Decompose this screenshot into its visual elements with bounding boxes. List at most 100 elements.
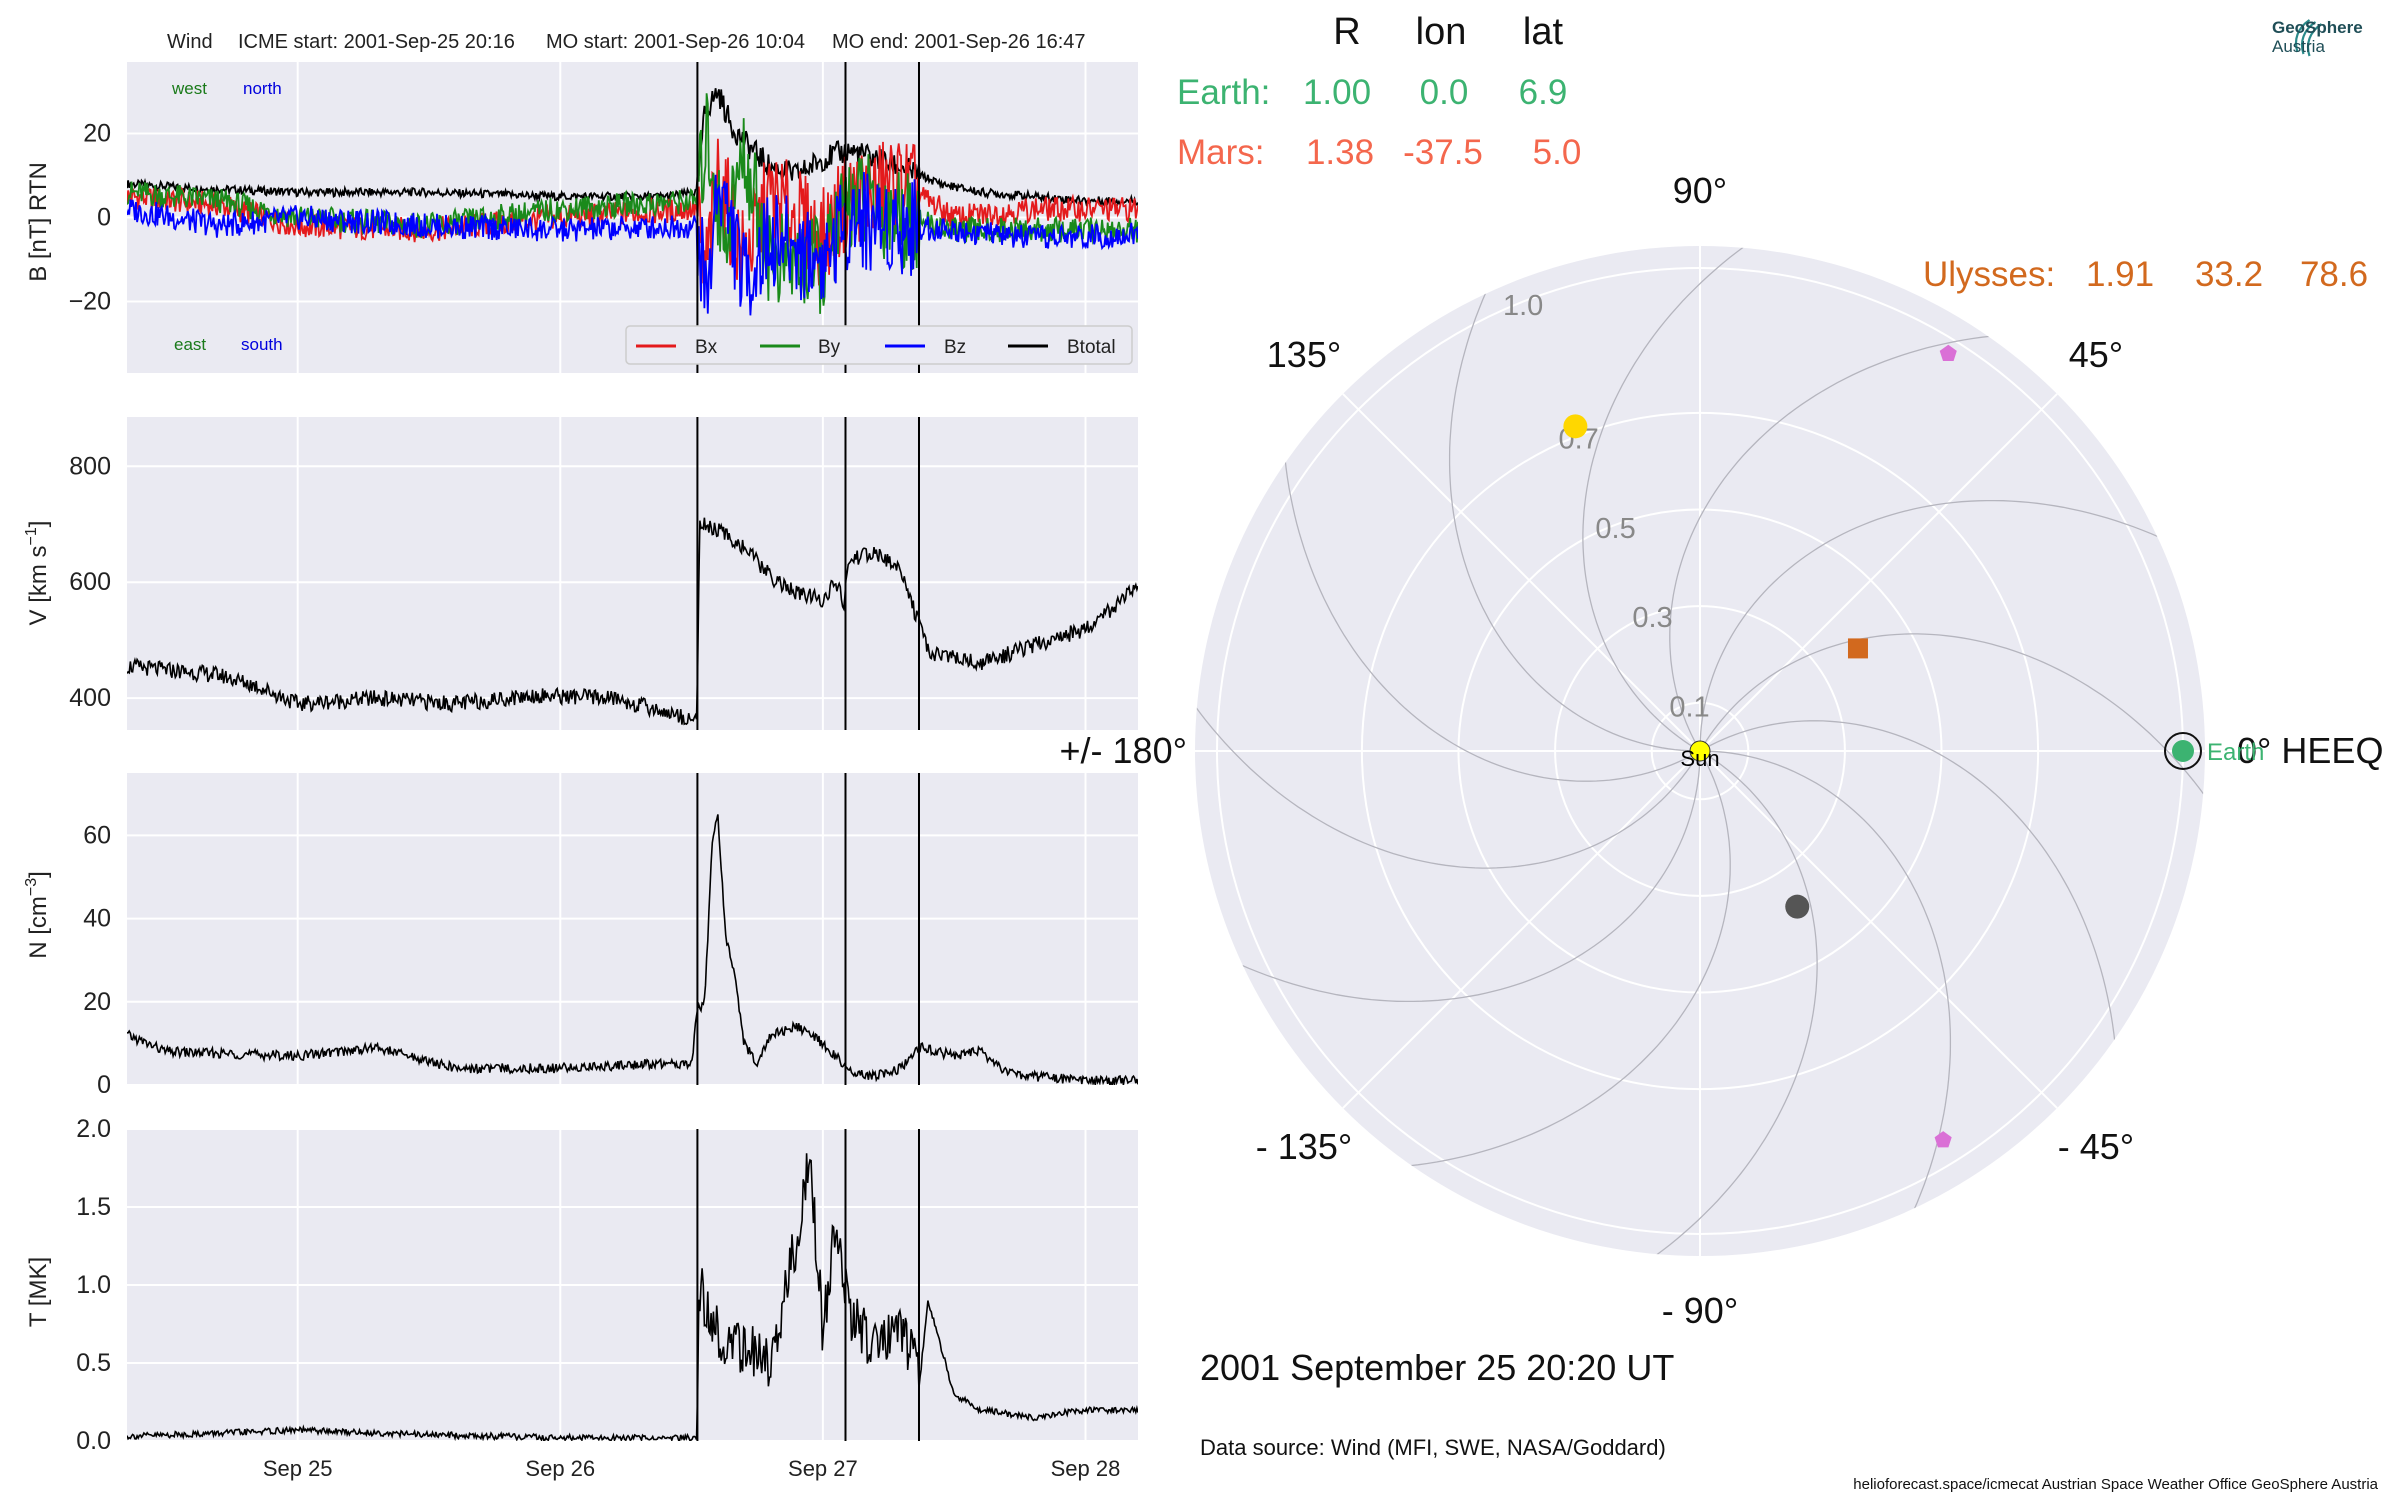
xtick-label: Sep 25: [263, 1456, 333, 1481]
polar-point-magenta-pentagon-2: [1934, 1131, 1952, 1148]
polar-rtick-label: 1.0: [1503, 290, 1543, 322]
polar-angle-grid: [1699, 750, 2058, 1109]
ulysses-row-lat: 78.6: [2300, 255, 2368, 294]
polar-point-sun: [1689, 740, 1711, 762]
ts-title-icme: ICME start: 2001-Sep-25 20:16: [238, 31, 515, 53]
panel-V-background: [127, 417, 1138, 730]
panel-V-ytick-label: 800: [69, 452, 111, 480]
panel-T-ytick-label: 1.0: [76, 1271, 111, 1299]
polar-point-mars: [1563, 414, 1588, 439]
polar-rtick-label: 0.5: [1595, 513, 1635, 545]
label-north: north: [243, 79, 282, 98]
ts-title-spacecraft: Wind: [167, 31, 213, 53]
polar-point-magenta-pentagon-1: [1939, 344, 1957, 361]
v-ylabel: V [km s−1]: [23, 521, 52, 626]
logo-line1: GeoSphere: [2272, 18, 2363, 37]
polar-rtick-label: 0.1: [1669, 691, 1709, 723]
parker-spiral: [1699, 633, 2205, 797]
legend-label-bx: Bx: [695, 337, 718, 358]
panel-N-background: [127, 773, 1138, 1085]
panel-B-ytick-label: −20: [69, 288, 111, 316]
polar-point-earth: [2172, 740, 2194, 762]
data-source-text: Data source: Wind (MFI, SWE, NASA/Goddar…: [1200, 1435, 1666, 1460]
earth-row-lat: 6.9: [1519, 73, 1568, 112]
parker-spiral: [1669, 335, 1992, 752]
ulysses-row-name: Ulysses:: [1923, 255, 2055, 294]
polar-point-ulysses: [1847, 638, 1868, 659]
legend-frame: [625, 325, 1133, 365]
polar-point-earth-ring: [2164, 732, 2202, 770]
series-B-By: [127, 93, 1138, 314]
panel-B-ytick-label: 20: [83, 119, 111, 147]
series-B-Bz: [127, 171, 1138, 316]
polar-angle-label: +/- 180°: [1060, 730, 1187, 771]
b-legend: Bx By Bz Btotal: [625, 325, 1133, 365]
timeseries-panels: 20 0 −20 800 600 400 60 40 20 0 2.0 1.5 1.0 0.5 0.0 Sep…: [69, 62, 1138, 1481]
polar-point-earth-label: Earth: [2207, 739, 2264, 766]
parker-spiral: [1408, 750, 1731, 1167]
ulysses-row-r: 1.91: [2086, 255, 2154, 294]
polar-rtick-label: 0.3: [1632, 602, 1672, 634]
series-V-V: [127, 517, 1138, 726]
parker-spiral: [1195, 705, 1701, 869]
series-N-N: [127, 814, 1138, 1085]
xtick-label: Sep 28: [1051, 1456, 1121, 1481]
b-ylabel: B [nT] RTN: [25, 162, 52, 282]
label-south: south: [241, 335, 283, 354]
polar-point-grey-body: [1785, 894, 1810, 919]
legend-label-bz: Bz: [944, 337, 966, 358]
panel-T-ytick-label: 0.5: [76, 1349, 111, 1377]
panel-N-ytick-label: 60: [83, 821, 111, 849]
parker-spiral: [1699, 750, 1952, 1212]
xtick-label: Sep 26: [525, 1456, 595, 1481]
legend-label-by: By: [818, 337, 841, 358]
series-T-T: [127, 1153, 1138, 1441]
polar-angle-label: - 45°: [2058, 1126, 2134, 1167]
panel-N-ytick-label: 40: [83, 905, 111, 933]
date-text: 2001 September 25 20:20 UT: [1200, 1347, 1674, 1388]
mars-row-name: Mars:: [1177, 133, 1265, 172]
parker-spiral: [1239, 750, 1701, 1003]
panel-V-ytick-label: 400: [69, 684, 111, 712]
polar-angle-label: - 90°: [1662, 1290, 1738, 1331]
legend-label-btotal: Btotal: [1067, 337, 1116, 358]
earth-row-name: Earth:: [1177, 73, 1270, 112]
logo-line2: Austria: [2272, 37, 2325, 56]
table-header-lat: lat: [1523, 11, 1564, 53]
panel-T-ytick-label: 1.5: [76, 1193, 111, 1221]
ts-title-mo-start: MO start: 2001-Sep-26 10:04: [546, 31, 805, 53]
xtick-label: Sep 27: [788, 1456, 858, 1481]
polar-angle-label: 0° HEEQ: [2237, 730, 2383, 771]
table-header-r: R: [1333, 11, 1360, 53]
mars-row-r: 1.38: [1306, 133, 1374, 172]
panel-T-ytick-label: 0.0: [76, 1427, 111, 1455]
panel-N-ytick-label: 0: [97, 1071, 111, 1099]
polar-angle-grid: [1342, 393, 1701, 752]
polar-angle-grid: [1699, 393, 2058, 752]
panel-N-ytick-label: 20: [83, 988, 111, 1016]
label-west: west: [171, 79, 207, 98]
parker-spiral: [1699, 499, 2161, 752]
footer-credits: helioforecast.space/icmecat Austrian Spa…: [1853, 1476, 2378, 1493]
polar-angle-label: 90°: [1673, 170, 1727, 211]
t-ylabel: T [MK]: [25, 1257, 52, 1327]
polar-angle-label: - 135°: [1256, 1126, 1352, 1167]
polar-point-sun-label: Sun: [1680, 746, 1719, 771]
earth-row-r: 1.00: [1303, 73, 1371, 112]
parker-spiral: [1284, 459, 1701, 782]
mars-row-lon: -37.5: [1403, 133, 1483, 172]
position-table: R lon lat Earth: 1.00 0.0 6.9 Mars: 1.38…: [1177, 11, 2368, 294]
mars-row-lat: 5.0: [1533, 133, 1582, 172]
parker-spiral: [1699, 720, 2116, 1043]
label-east: east: [174, 335, 206, 354]
polar-angle-label: 135°: [1267, 334, 1341, 375]
polar-angle-grid: [1342, 750, 1701, 1109]
ulysses-row-lon: 33.2: [2195, 255, 2263, 294]
n-ylabel: N [cm−3]: [23, 871, 52, 959]
parker-spiral: [1654, 750, 1818, 1256]
panel-V-ytick-label: 600: [69, 568, 111, 596]
table-header-lon: lon: [1416, 11, 1467, 53]
parker-spiral: [1582, 246, 1746, 752]
